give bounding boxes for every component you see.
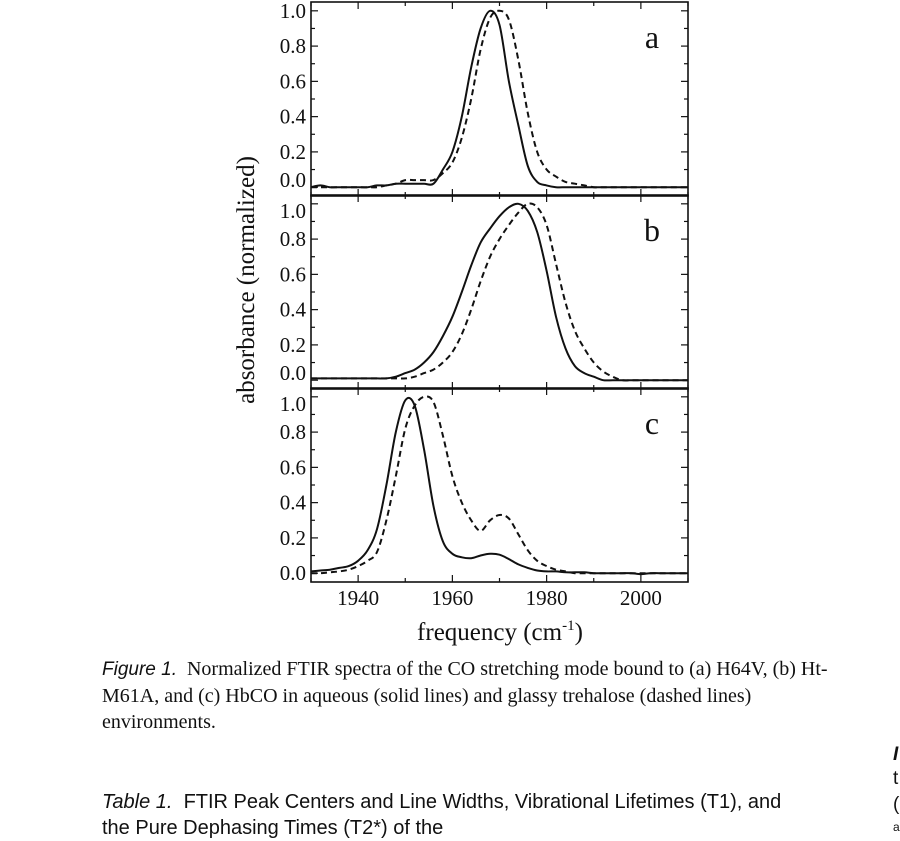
panel-label-a: a [645,19,659,55]
x-tick-label: 2000 [620,586,662,610]
x-axis-label-text: frequency (cm [417,619,563,646]
x-axis-label-superscript: -1 [562,618,575,634]
table-label: Table 1. [102,791,173,813]
right-column-fragment: ( [893,794,900,815]
y-tick-label: 0.6 [280,69,306,93]
figure-caption: Figure 1. Normalized FTIR spectra of the… [102,656,842,735]
x-axis-label-close: ) [575,619,583,646]
x-tick-label: 1940 [337,586,379,610]
y-tick-label: 0.0 [280,561,306,585]
y-tick-label: 0.4 [280,105,307,129]
y-tick-label: 1.0 [280,0,306,23]
y-tick-label: 0.6 [280,455,306,479]
y-tick-label: 0.4 [280,298,307,322]
x-axis-label: frequency (cm-1) [417,618,583,646]
panel-label-b: b [644,212,660,248]
x-tick-label: 1960 [431,586,473,610]
ftir-figure: 0.0 0.2 0.4 0.6 0.8 1.0 a 0.0 0.2 0.4 0.6 0.8 1.0 b 0.… [233,0,689,646]
y-tick-label: 0.8 [280,420,306,444]
panel-frame-c [310,387,689,583]
y-tick-label: 0.4 [280,491,307,515]
panel-frame-a [310,1,689,197]
y-tick-label: 0.6 [280,262,306,286]
series-line-a-solid [310,9,688,189]
series-line-c-solid [310,396,688,576]
caption-label: Figure 1. [102,659,177,680]
caption-text: Normalized FTIR spectra of the CO stretc… [102,658,828,733]
y-tick-label: 0.0 [280,361,306,385]
table-title-text: FTIR Peak Centers and Line Widths, Vibra… [102,791,782,839]
y-tick-label: 1.0 [280,392,306,416]
y-tick-label: 1.0 [280,199,306,223]
y-tick-label: 0.2 [280,140,306,164]
table-title: Table 1. FTIR Peak Centers and Line Widt… [102,789,802,841]
y-axis-label: absorbance (normalized) [233,156,260,404]
series-line-b-dashed [310,202,688,382]
x-tick-label: 1980 [526,586,568,610]
panel-label-c: c [645,405,659,441]
series-line-b-solid [310,202,688,382]
right-column-fragment: t [893,768,899,789]
series-line-c-dashed [310,395,688,575]
series-line-a-dashed [311,9,688,189]
y-tick-label: 0.8 [280,227,306,251]
y-tick-label: 0.2 [280,526,306,550]
y-tick-label: 0.0 [280,168,306,192]
right-column-fragment: I [893,744,899,765]
y-tick-label: 0.2 [280,333,306,357]
panel-frame-b [310,194,689,390]
y-tick-label: 0.8 [280,34,306,58]
right-column-fragment: a [893,820,900,834]
